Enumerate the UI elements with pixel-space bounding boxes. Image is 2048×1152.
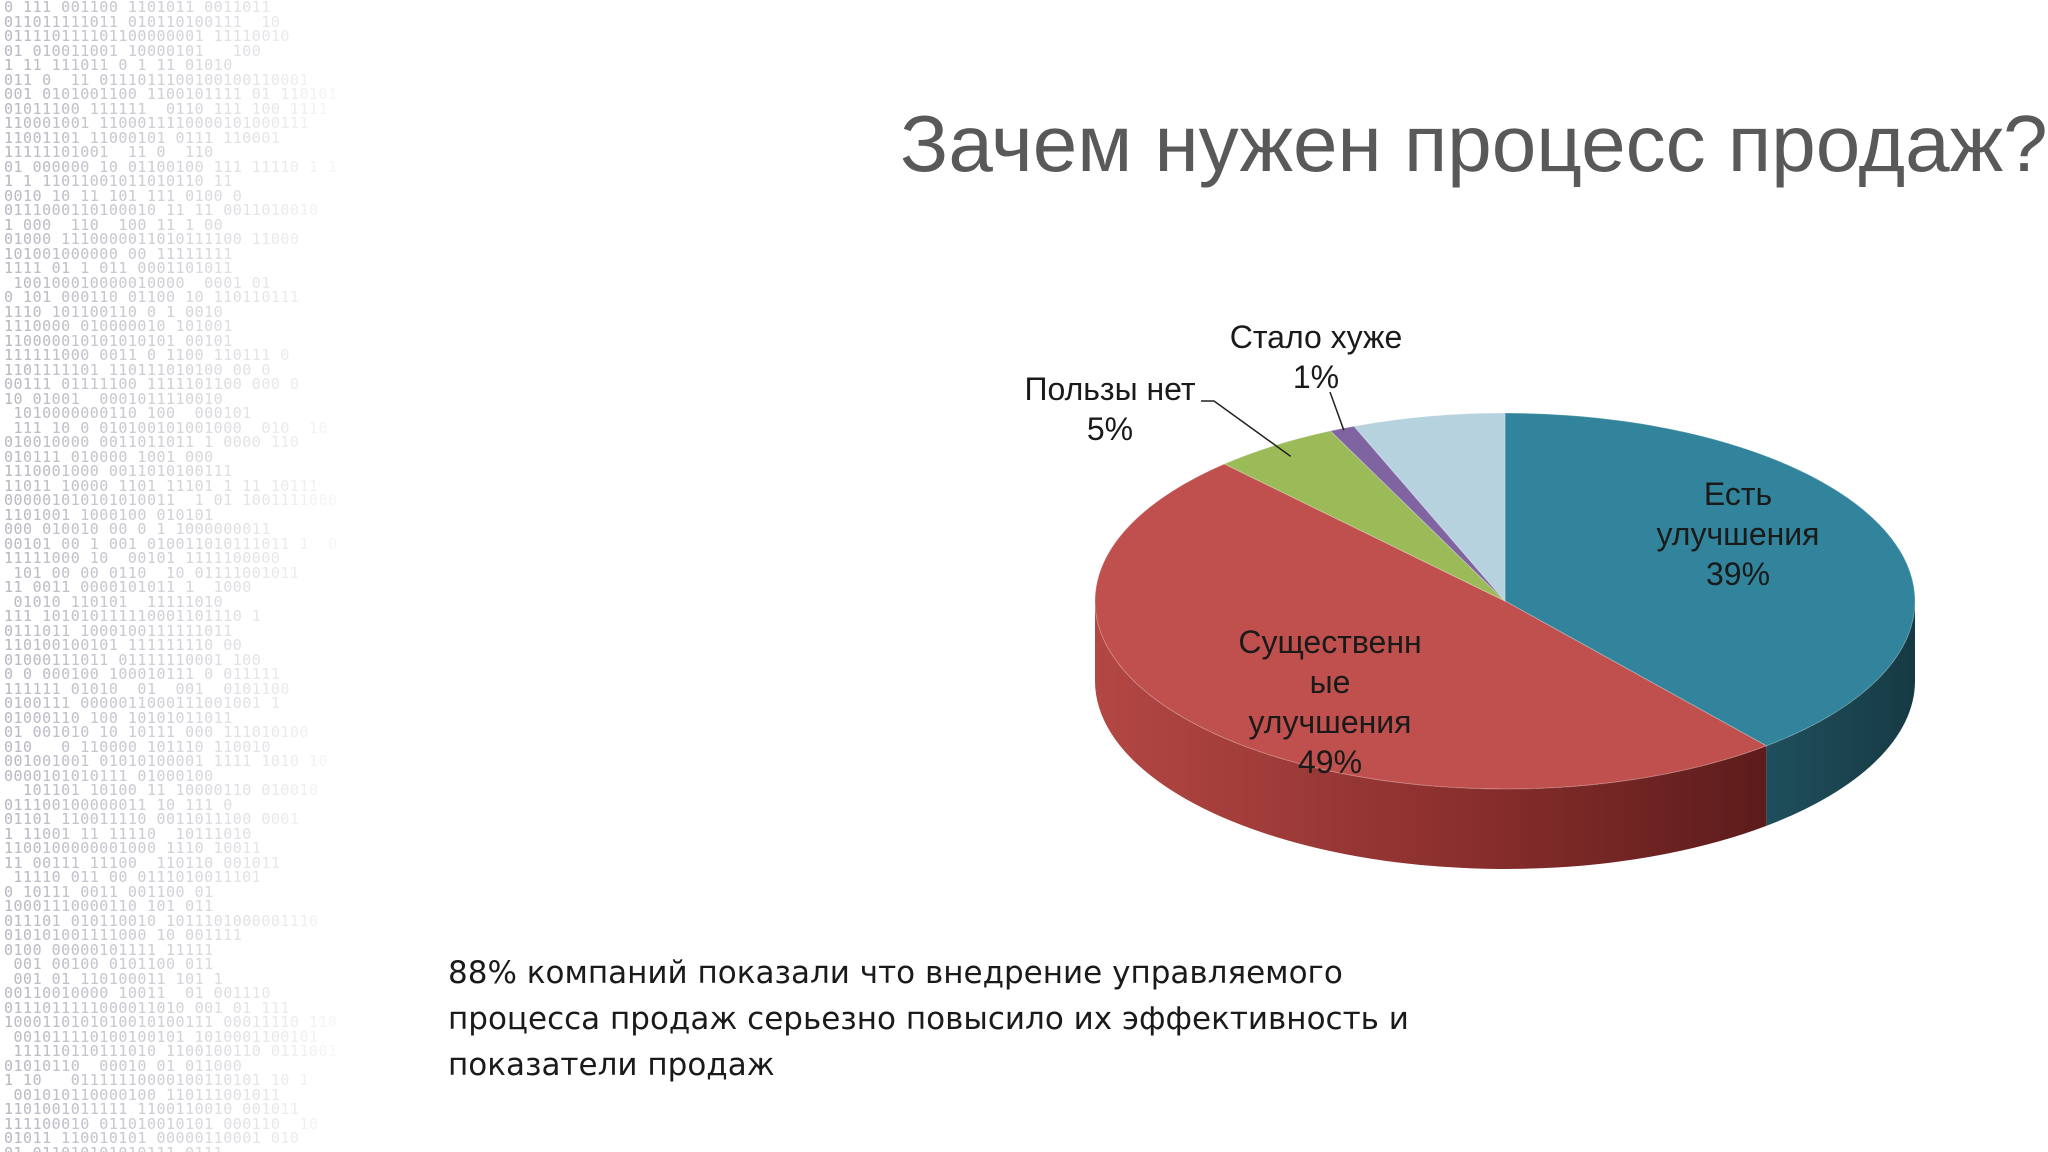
pie-slice-label-0: Есть улучшения 39% — [1657, 476, 1820, 592]
leader-line-2 — [1201, 400, 1292, 458]
binary-code-decoration: 0 111 001100 1101011 0011011 01101111101… — [0, 0, 370, 1152]
pie-slice-label-1: Существенн ые улучшения 49% — [1238, 624, 1421, 780]
slide-title: Зачем нужен процесс продаж? — [900, 99, 2048, 188]
pie-slice-3 — [1329, 425, 1506, 602]
pie-slice-label-3: Стало хуже 1% — [1230, 319, 1402, 395]
pie-slice-4 — [1353, 412, 1506, 603]
caption-text: 88% компаний показали что внедрение упра… — [448, 955, 1409, 1083]
pie-slice-label-2: Пользы нет 5% — [1024, 371, 1195, 447]
pie-slice-0 — [1504, 412, 1916, 747]
pie-slice-1 — [1094, 463, 1768, 790]
pie-slice-side-1 — [1095, 601, 1767, 869]
pie-slice-side-0 — [1766, 601, 1915, 826]
leader-line-3 — [1329, 391, 1345, 431]
